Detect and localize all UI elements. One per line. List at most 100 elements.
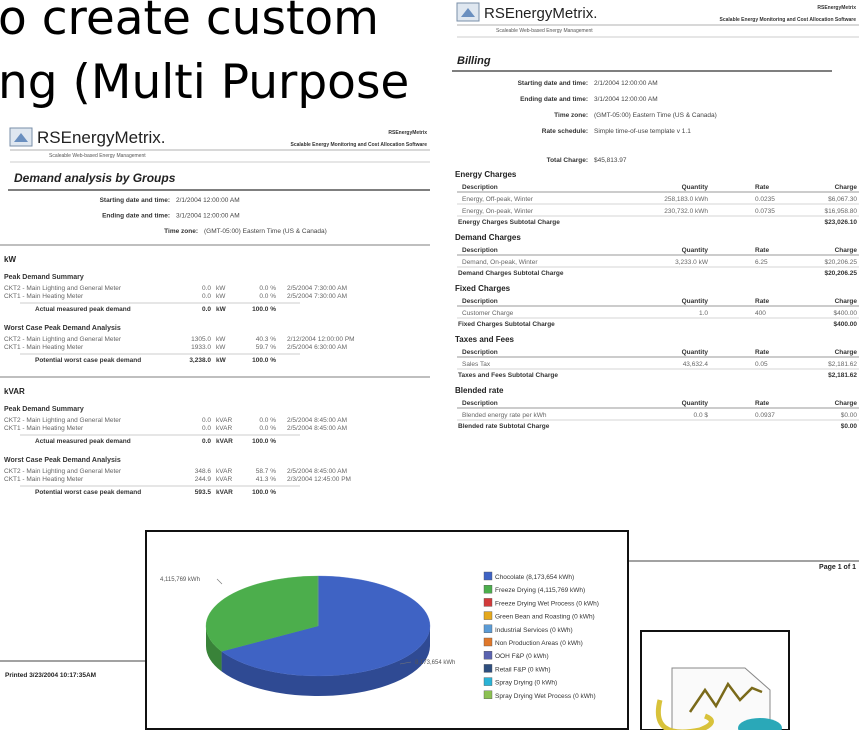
legend-label: Green Bean and Roasting (0 kWh) [495,614,595,621]
row-time: 2/5/2004 8:45:00 AM [287,425,347,432]
logo: RSEnergyMetrix. [484,5,597,22]
row-percent: 0.0 % [259,285,276,292]
cell: $6,067.30 [828,196,857,203]
printed: Printed 3/23/2004 10:17:35AM [5,672,96,679]
column-header: Description [462,184,498,191]
param-value: 2/1/2004 12:00:00 AM [594,80,658,87]
column-header: Quantity [682,349,709,356]
cell: 0.0 $ [694,412,709,419]
cell: 3,233.0 kW [675,259,709,266]
row-unit: kW [216,285,226,292]
total-value: 0.0 [202,438,211,445]
legend-swatch [483,651,493,660]
row-unit: kVAR [216,417,232,424]
row-percent: 58.7 % [256,468,276,475]
logo-mark [461,8,475,17]
total-label: Potential worst case peak demand [35,489,141,496]
row-value: 1933.0 [191,344,211,351]
cell: Customer Charge [462,310,514,317]
legend-label: Spray Drying (0 kWh) [495,680,557,687]
legend-label: Freeze Drying Wet Process (0 kWh) [495,600,599,607]
brand: RSEnergyMetrix [388,130,427,136]
cell: Energy, On-peak, Winter [462,208,534,215]
param-label: Time zone: [164,228,198,235]
param-value: (GMT-05:00) Eastern Time (US & Canada) [204,228,327,235]
legend-label: OOH F&P (0 kWh) [495,653,549,660]
column-header: Charge [835,247,858,254]
slide-title: o create custom [0,0,379,46]
total-label: Actual measured peak demand [35,306,131,313]
legend-swatch [483,664,493,673]
column-header: Description [462,349,498,356]
pie-slice [221,575,431,677]
row-time: 2/5/2004 7:30:00 AM [287,285,347,292]
total-label: Actual measured peak demand [35,438,131,445]
pie-slice [205,575,319,652]
row-value: 0.0 [202,425,211,432]
column-header: Rate [755,184,769,191]
group-title: Worst Case Peak Demand Analysis [4,325,121,332]
total-percent: 100.0 % [252,357,276,364]
column-header: Rate [755,400,769,407]
row-time: 2/3/2004 12:45:00 PM [287,476,351,483]
total-unit: kVAR [216,489,233,496]
subtotal-label: Demand Charges Subtotal Charge [458,270,564,277]
column-header: Rate [755,247,769,254]
legend-swatch [483,637,493,647]
section-heading: kVAR [4,387,25,396]
total-percent: 100.0 % [252,438,276,445]
row-value: 0.0 [202,293,211,300]
total-label: Potential worst case peak demand [35,357,141,364]
row-time: 2/5/2004 8:45:00 AM [287,417,347,424]
slide-title: ng (Multi Purpose [0,55,409,110]
column-header: Rate [755,349,769,356]
brand-tagline: Scalable Energy Monitoring and Cost Allo… [291,142,428,148]
subtotal-value: $0.00 [841,423,858,430]
total-value: 0.0 [202,306,211,313]
row-value: 244.9 [195,476,212,483]
row-name: CKT1 - Main Heating Meter [4,293,84,300]
param-label: Ending date and time: [520,96,588,103]
row-name: CKT1 - Main Heating Meter [4,425,84,432]
row-time: 2/5/2004 6:30:00 AM [287,344,347,351]
row-value: 0.0 [202,285,211,292]
cell: Blended energy rate per kWh [462,412,547,419]
section-heading: Demand Charges [455,233,521,242]
param-value: 3/1/2004 12:00:00 AM [176,213,240,220]
tagline: Scaleable Web-based Energy Management [496,28,593,34]
cell: 0.0937 [755,412,775,419]
cell: 1.0 [699,310,708,317]
cell: Sales Tax [462,361,491,368]
tagline: Scaleable Web-based Energy Management [49,153,146,159]
row-value: 0.0 [202,417,211,424]
legend-label: Non Production Areas (0 kWh) [495,640,583,647]
column-header: Quantity [682,247,709,254]
row-unit: kVAR [216,476,232,483]
row-unit: kVAR [216,468,232,475]
rule [399,661,412,665]
row-unit: kW [216,336,226,343]
param-value: (GMT-05:00) Eastern Time (US & Canada) [594,112,717,119]
page-number: Page 1 of 1 [819,564,856,571]
value-label: 8,173,654 kWh [415,660,455,666]
subtotal-label: Taxes and Fees Subtotal Charge [458,372,558,379]
param-label: Starting date and time: [100,197,170,204]
report-title: Billing [457,55,491,67]
total-percent: 100.0 % [252,489,276,496]
row-name: CKT2 - Main Lighting and General Meter [4,417,122,424]
param-label: Total Charge: [547,157,588,164]
row-unit: kW [216,293,226,300]
value-label: 4,115,769 kWh [160,577,200,583]
rule [216,578,223,585]
total-unit: kVAR [216,438,233,445]
icon-disc [738,718,782,730]
subtotal-label: Blended rate Subtotal Charge [458,423,550,430]
logo-mark [14,133,28,142]
cell: $16,958.80 [824,208,857,215]
subtotal-label: Energy Charges Subtotal Charge [458,219,560,226]
row-percent: 40.3 % [256,336,276,343]
row-value: 348.6 [195,468,212,475]
row-time: 2/12/2004 12:00:00 PM [287,336,355,343]
